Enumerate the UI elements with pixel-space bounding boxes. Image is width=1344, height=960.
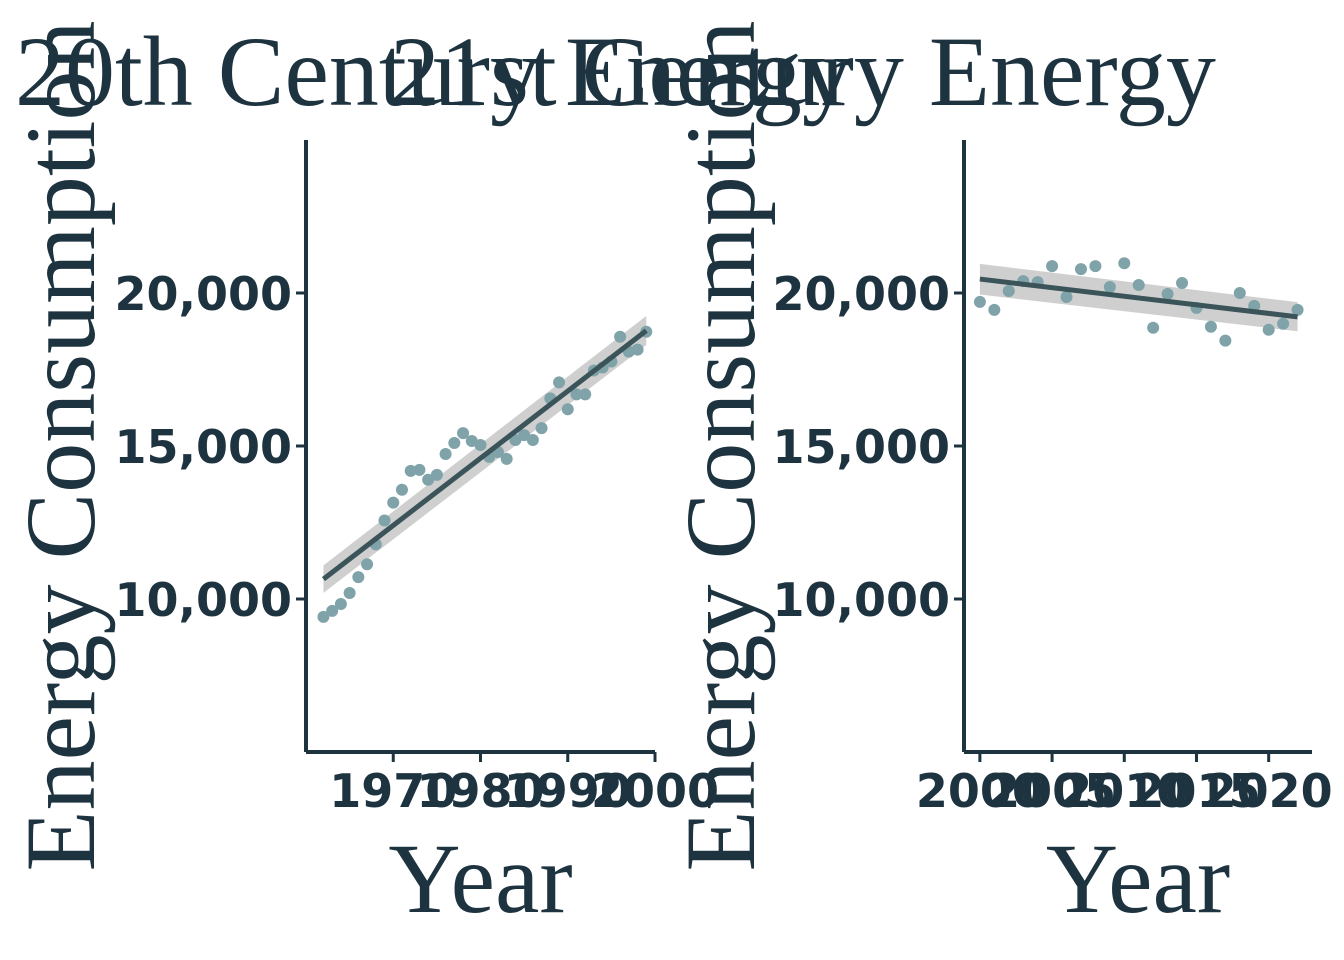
point <box>553 376 566 389</box>
point <box>561 403 574 416</box>
x-tick-label: 1970 <box>329 764 457 818</box>
fit-line <box>321 328 648 582</box>
point <box>1074 263 1087 276</box>
point <box>988 303 1001 316</box>
point <box>1161 287 1174 300</box>
point <box>395 483 408 496</box>
point <box>1233 287 1246 299</box>
point <box>387 496 400 509</box>
y-tick-label: 10,000 <box>772 573 950 627</box>
x-tick-label: 2010 <box>1060 764 1188 818</box>
point <box>317 610 330 623</box>
x-tick-label: 2000 <box>916 764 1044 818</box>
point <box>579 388 592 401</box>
point <box>1262 323 1275 336</box>
fit-line <box>979 276 1298 320</box>
x-tick-label: 2005 <box>988 764 1116 818</box>
point <box>343 587 356 600</box>
x-tick-label: 2020 <box>1205 764 1333 818</box>
point <box>1277 317 1290 330</box>
point <box>439 447 452 460</box>
point <box>1291 303 1304 316</box>
point <box>457 427 470 440</box>
point <box>614 330 627 343</box>
point <box>1089 260 1102 273</box>
point <box>326 604 339 617</box>
x-axis-title: Year <box>1046 823 1230 934</box>
chart-title: 21st Century Energy <box>390 16 1216 127</box>
point <box>1060 290 1073 303</box>
y-tick-label: 20,000 <box>114 267 292 321</box>
point <box>1103 281 1116 294</box>
point <box>500 452 513 465</box>
point <box>361 558 374 571</box>
point <box>474 439 487 452</box>
x-tick-label: 1980 <box>416 764 544 818</box>
point <box>1204 320 1217 333</box>
point <box>430 468 443 481</box>
point <box>631 343 644 356</box>
point <box>1176 277 1189 290</box>
x-axis-title: Year <box>388 823 572 934</box>
y-tick-label: 10,000 <box>114 573 292 627</box>
point <box>1147 321 1160 334</box>
x-tick-label: 2000 <box>591 764 719 818</box>
y-tick-label: 15,000 <box>772 420 950 474</box>
point <box>378 514 391 527</box>
point <box>352 571 365 584</box>
point <box>570 388 583 401</box>
point <box>535 422 548 435</box>
point <box>448 437 461 450</box>
x-tick-label: 2015 <box>1132 764 1260 818</box>
point <box>973 295 986 308</box>
y-axis-title: Energy Consumption <box>665 21 776 872</box>
point <box>1219 334 1232 347</box>
point <box>1046 260 1059 273</box>
point <box>518 429 531 442</box>
point <box>1132 279 1145 292</box>
point <box>334 597 347 610</box>
y-axis-title: Energy Consumption <box>5 21 116 872</box>
chart-title: 20th Century Energy <box>15 16 852 127</box>
point <box>404 464 417 477</box>
point <box>413 463 426 476</box>
point <box>526 434 539 447</box>
y-tick-label: 20,000 <box>772 267 950 321</box>
y-tick-label: 15,000 <box>114 420 292 474</box>
point <box>1118 257 1131 270</box>
x-tick-label: 1990 <box>504 764 632 818</box>
point <box>1002 285 1015 298</box>
point <box>509 434 522 447</box>
point <box>422 473 435 486</box>
